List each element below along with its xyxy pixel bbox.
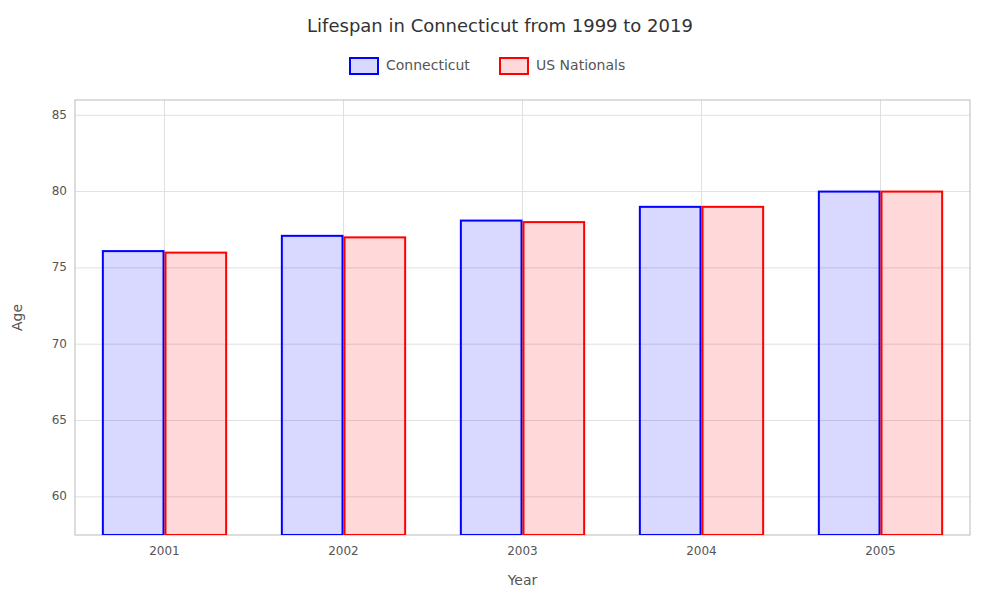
y-tick-label: 65 <box>52 413 67 427</box>
plot-frame <box>75 100 970 535</box>
chart-container: 60 65 70 75 80 85 2001 2002 2003 2004 2005 Year Age L… <box>0 0 1000 600</box>
legend: Connecticut US Nationals <box>350 57 625 74</box>
y-tick-label: 85 <box>52 108 67 122</box>
chart-title: Lifespan in Connecticut from 1999 to 201… <box>307 15 693 36</box>
bar <box>882 192 943 535</box>
bar <box>166 253 227 535</box>
x-tick-label: 2001 <box>149 544 180 558</box>
x-tick-label: 2004 <box>686 544 717 558</box>
bar <box>703 207 764 535</box>
bar <box>103 251 164 535</box>
legend-swatch <box>500 58 528 74</box>
bars <box>103 192 942 535</box>
y-axis-label: Age <box>9 304 25 331</box>
y-tick-label: 80 <box>52 184 67 198</box>
x-tick-label: 2002 <box>328 544 359 558</box>
bar <box>524 222 585 535</box>
y-tick-label: 75 <box>52 260 67 274</box>
y-tick-label: 60 <box>52 489 67 503</box>
bar <box>345 237 406 535</box>
legend-swatch <box>350 58 378 74</box>
axes: 60 65 70 75 80 85 2001 2002 2003 2004 2005 <box>52 108 896 558</box>
bar <box>819 192 880 535</box>
y-tick-label: 70 <box>52 337 67 351</box>
x-axis-label: Year <box>507 572 538 588</box>
x-tick-label: 2003 <box>507 544 538 558</box>
bar <box>640 207 701 535</box>
grid <box>75 100 970 535</box>
bar <box>461 221 522 535</box>
chart-svg: 60 65 70 75 80 85 2001 2002 2003 2004 2005 Year Age L… <box>0 0 1000 600</box>
legend-label: US Nationals <box>536 57 625 73</box>
x-tick-label: 2005 <box>865 544 896 558</box>
legend-label: Connecticut <box>386 57 470 73</box>
bar <box>282 236 343 535</box>
